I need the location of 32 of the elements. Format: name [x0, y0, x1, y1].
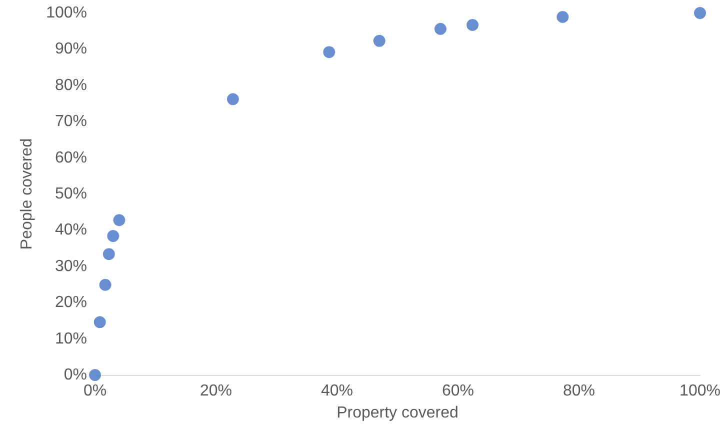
- x-tick-label: 20%: [200, 382, 232, 400]
- point: [102, 248, 115, 260]
- y-tick-label: 60%: [54, 149, 87, 166]
- y-tick-label: 20%: [54, 294, 87, 312]
- point: [89, 369, 101, 381]
- x-tick-label: 100%: [680, 382, 720, 400]
- point: [99, 278, 112, 291]
- y-tick-label: 80%: [54, 76, 87, 94]
- y-tick-label: 70%: [54, 113, 87, 130]
- y-tick-label: 10%: [54, 330, 87, 348]
- point: [373, 34, 386, 47]
- x-tick-label: 0%: [83, 382, 107, 400]
- point: [113, 214, 126, 226]
- point: [323, 46, 336, 58]
- y-tick-label: 40%: [54, 222, 87, 239]
- y-tick-label: 30%: [54, 258, 87, 275]
- x-tick-label: 80%: [562, 382, 596, 400]
- y-axis-title: People covered: [18, 138, 36, 250]
- y-tick-label: 100%: [46, 4, 87, 22]
- point: [226, 93, 239, 106]
- y-tick-label: 90%: [54, 40, 87, 58]
- point: [434, 22, 446, 35]
- x-tick-label: 40%: [320, 382, 354, 400]
- point: [94, 316, 106, 328]
- point: [466, 18, 479, 31]
- point: [694, 7, 706, 19]
- point: [107, 230, 120, 242]
- x-tick-label: 60%: [442, 382, 474, 400]
- y-tick-label: 0%: [64, 366, 87, 384]
- point: [556, 10, 569, 23]
- x-axis-title: Property covered: [336, 404, 458, 422]
- y-tick-label: 50%: [54, 186, 87, 202]
